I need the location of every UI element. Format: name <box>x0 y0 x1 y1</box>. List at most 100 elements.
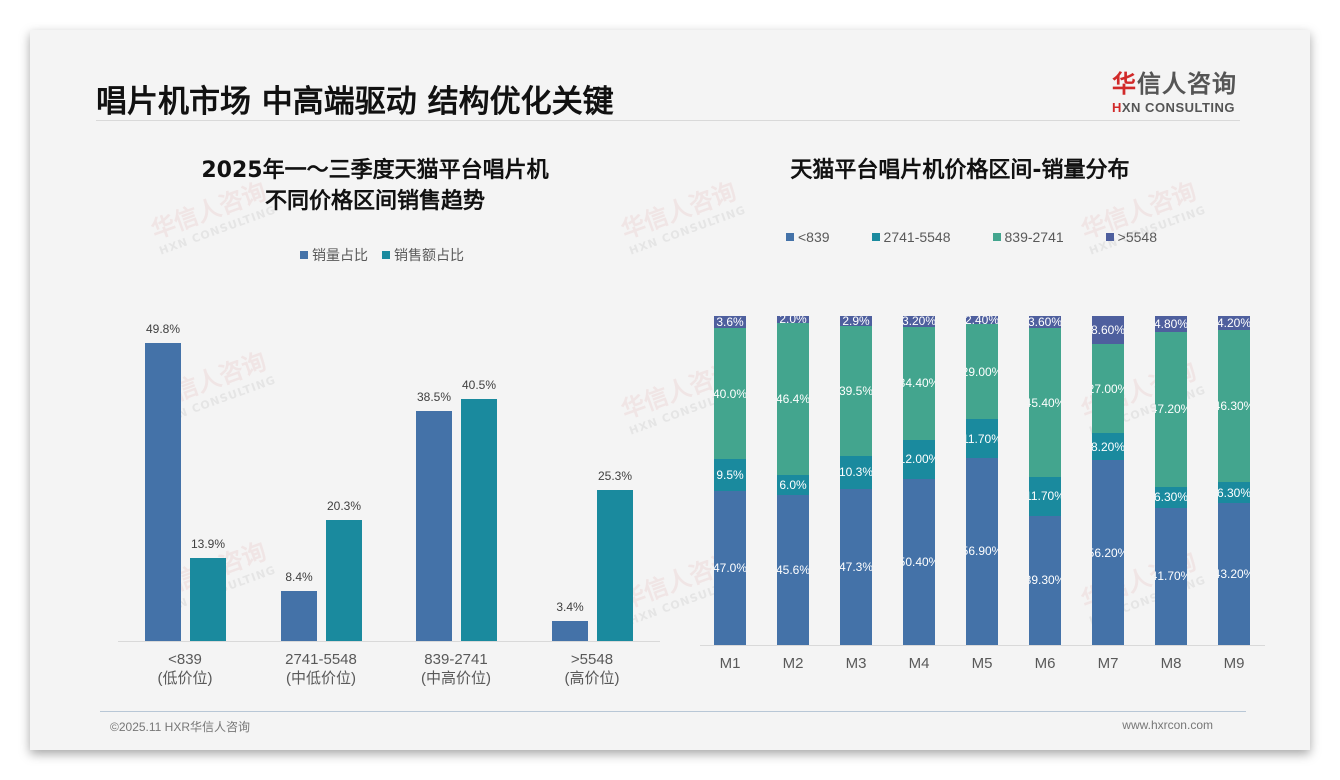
bar-segment-r2741_5548: 10.3% <box>840 455 872 490</box>
bar-segment-r839_2741: 45.40% <box>1029 327 1061 478</box>
bar-segment-r839_2741: 34.40% <box>903 326 935 440</box>
bar-revenue <box>597 489 633 641</box>
legend-swatch <box>1105 233 1114 241</box>
left-chart-legend: 销量占比 销售额占比 <box>300 245 464 265</box>
segment-value-label: 46.30% <box>1218 399 1250 413</box>
segment-value-label: 39.30% <box>1029 573 1061 588</box>
bar-segment-r2741_5548: 8.20% <box>1092 433 1124 461</box>
segment-value-label: 10.3% <box>840 465 872 480</box>
bar-segment-r839_2741: 47.20% <box>1155 331 1187 488</box>
bar-segment-gt5548: 4.20% <box>1218 316 1250 330</box>
right-chart-title: 天猫平台唱片机价格区间-销量分布 <box>790 158 1130 183</box>
bar-segment-r2741_5548: 6.30% <box>1155 487 1187 508</box>
legend-swatch <box>992 233 1001 241</box>
segment-value-label: 9.5% <box>716 467 744 482</box>
legend-item-gt5548: >5548 <box>1105 229 1157 245</box>
right-chart-x-axis <box>700 645 1265 646</box>
footer-divider <box>100 711 1246 712</box>
bar-revenue <box>461 398 497 641</box>
stacked-bar-m4: 50.40% 12.00% 34.40% 3.20% <box>903 316 935 645</box>
stacked-bar-m7: 56.20% 8.20% 27.00% 8.60% <box>1092 316 1124 645</box>
bar-segment-gt5548: 2.0% <box>777 316 809 323</box>
segment-value-label: 6.0% <box>779 478 807 493</box>
bar-segment-gt5548: 2.40% <box>966 316 998 324</box>
legend-swatch <box>300 251 308 259</box>
bar-segment-r839_2741: 29.00% <box>966 323 998 420</box>
segment-value-label: 56.20% <box>1092 545 1124 560</box>
legend-swatch <box>382 251 390 259</box>
company-logo: 华信人咨询 HXN CONSULTING <box>1112 70 1237 115</box>
legend-item-volume: 销量占比 <box>300 245 368 265</box>
segment-value-label: 4.20% <box>1218 316 1250 330</box>
page-title: 唱片机市场 中高端驱动 结构优化关键 <box>96 84 614 120</box>
segment-value-label: 47.3% <box>840 560 872 575</box>
bar-segment-lt839: 41.70% <box>1155 507 1187 645</box>
segment-value-label: 46.4% <box>777 391 809 406</box>
stacked-bar-m9: 43.20% 6.30% 46.30% 4.20% <box>1218 316 1250 645</box>
month-label: M9 <box>1223 655 1245 672</box>
footer-copyright: ©2025.11 HXR华信人咨询 <box>110 720 250 734</box>
x-axis-label: >5548 (高价位) <box>564 651 620 687</box>
bar-segment-r2741_5548: 11.70% <box>1029 477 1061 516</box>
bar-segment-lt839: 39.30% <box>1029 515 1061 645</box>
segment-value-label: 8.20% <box>1092 439 1124 454</box>
slide: 华信人咨询 HXN CONSULTING 华信人咨询 HXN CONSULTING … <box>30 30 1310 750</box>
segment-value-label: 3.60% <box>1029 316 1061 328</box>
segment-value-label: 47.0% <box>714 560 746 575</box>
stacked-bar-m1: 47.0% 9.5% 40.0% 3.6% <box>714 316 746 645</box>
bar-segment-gt5548: 3.60% <box>1029 316 1061 328</box>
legend-item-lt839: <839 <box>786 229 830 245</box>
segment-value-label: 50.40% <box>903 555 935 570</box>
month-label: M2 <box>782 655 804 672</box>
bar-segment-r839_2741: 46.4% <box>777 322 809 476</box>
segment-value-label: 3.20% <box>903 316 935 327</box>
bar-segment-r2741_5548: 6.0% <box>777 475 809 495</box>
bar-segment-r839_2741: 40.0% <box>714 327 746 460</box>
bar-value-label: 38.5% <box>416 389 452 404</box>
bar-segment-lt839: 43.20% <box>1218 502 1250 645</box>
bar-segment-r839_2741: 27.00% <box>1092 344 1124 434</box>
segment-value-label: 29.00% <box>966 364 998 379</box>
bar-volume <box>416 410 452 641</box>
bar-value-label: 40.5% <box>461 377 497 392</box>
segment-value-label: 47.20% <box>1155 402 1187 417</box>
legend-swatch <box>871 233 880 241</box>
bar-revenue <box>326 519 362 641</box>
month-label: M3 <box>845 655 867 672</box>
bar-segment-r2741_5548: 9.5% <box>714 459 746 491</box>
bar-value-label: 3.4% <box>556 599 584 614</box>
segment-value-label: 2.0% <box>779 316 806 323</box>
segment-value-label: 8.60% <box>1092 323 1124 338</box>
legend-swatch <box>786 233 794 241</box>
bar-segment-lt839: 56.90% <box>966 457 998 645</box>
segment-value-label: 45.40% <box>1029 395 1061 410</box>
bar-segment-r839_2741: 39.5% <box>840 325 872 456</box>
bar-segment-gt5548: 2.9% <box>840 316 872 326</box>
bar-segment-gt5548: 4.80% <box>1155 316 1187 332</box>
bar-segment-r2741_5548: 11.70% <box>966 419 998 458</box>
bar-value-label: 20.3% <box>326 498 362 513</box>
month-label: M5 <box>971 655 993 672</box>
segment-value-label: 4.80% <box>1155 316 1187 331</box>
x-axis-label: 2741-5548 (中低价位) <box>285 651 357 687</box>
bar-segment-lt839: 47.0% <box>714 490 746 645</box>
bar-segment-r2741_5548: 12.00% <box>903 439 935 480</box>
legend-item-839-2741: 839-2741 <box>992 229 1064 245</box>
title-divider <box>96 120 1240 121</box>
segment-value-label: 11.70% <box>966 431 998 446</box>
segment-value-label: 27.00% <box>1092 381 1124 396</box>
segment-value-label: 12.00% <box>903 452 935 467</box>
segment-value-label: 56.90% <box>966 544 998 559</box>
segment-value-label: 41.70% <box>1155 569 1187 584</box>
x-axis-label: <839 (低价位) <box>157 651 213 687</box>
bar-segment-gt5548: 3.6% <box>714 316 746 328</box>
month-label: M6 <box>1034 655 1056 672</box>
month-label: M8 <box>1160 655 1182 672</box>
right-chart-legend: <839 2741-5548 839-2741 >5548 <box>786 229 1157 245</box>
month-label: M7 <box>1097 655 1119 672</box>
legend-item-revenue: 销售额占比 <box>382 245 464 265</box>
segment-value-label: 40.0% <box>714 386 746 401</box>
stacked-bar-m2: 45.6% 6.0% 46.4% 2.0% <box>777 316 809 645</box>
month-label: M4 <box>908 655 930 672</box>
bar-value-label: 13.9% <box>190 536 226 551</box>
